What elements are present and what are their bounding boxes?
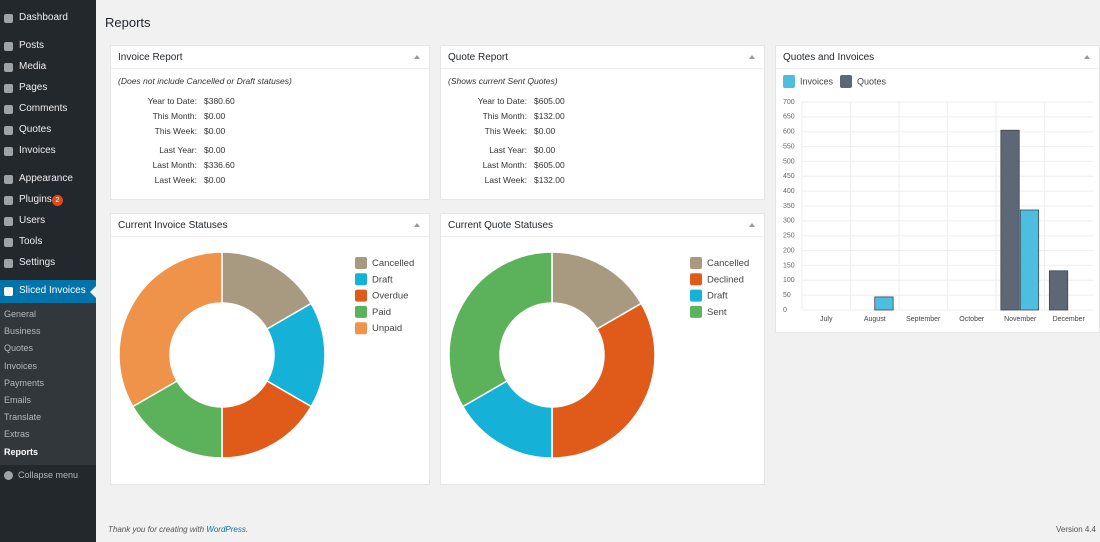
row-label: This Week: [154,126,197,136]
panel-title: Current Quote Statuses [448,220,554,231]
submenu-item[interactable]: Quotes [4,343,34,354]
collapse-menu[interactable]: Collapse menu [18,470,79,480]
row-label: Last Month: [152,160,197,170]
menu-icon [4,63,13,72]
panel-header: Current Invoice Statuses [111,214,429,237]
menu-item[interactable]: Tools [19,236,43,247]
panel-header: Quote Report [441,46,764,69]
report-note: (Does not include Cancelled or Draft sta… [118,76,292,86]
toggle-arrow[interactable] [1084,55,1090,59]
submenu-item[interactable]: Payments [4,377,45,388]
page-title: Reports [105,15,151,30]
menu-item[interactable]: Plugins [19,194,52,205]
panel-title: Quote Report [448,52,509,63]
menu-item[interactable]: Comments [19,103,68,114]
submenu-item[interactable]: General [4,309,37,319]
row-value: $605.00 [534,160,565,170]
row-value: $0.00 [534,126,556,136]
menu-item[interactable]: Users [19,215,46,226]
menu-icon [4,42,13,51]
submenu-item[interactable]: Translate [4,412,42,423]
menu-item[interactable]: Pages [19,82,48,93]
menu-icon [4,105,13,114]
row-label: This Month: [482,111,527,121]
row-label: Last Week: [154,175,197,185]
row-value: $0.00 [204,145,226,155]
row-label: Year to Date: [477,96,527,106]
panel: Quote Report (Shows current Sent Quotes) Y… [440,45,765,200]
report-note: (Shows current Sent Quotes) [448,76,558,86]
submenu-item[interactable]: Extras [4,429,30,440]
active-arrow [90,286,96,298]
collapse-icon [4,471,13,480]
menu-item-active[interactable]: Sliced Invoices [19,285,86,296]
panel-header: Quotes and Invoices [776,46,1099,69]
menu-item[interactable]: Dashboard [19,12,68,23]
sidebar: General Business Quotes Invoices Payments Ema… [0,0,96,542]
row-label: This Week: [484,126,527,136]
toggle-arrow[interactable] [414,223,420,227]
submenu-item[interactable]: Invoices [4,360,38,371]
panel-title: Quotes and Invoices [783,52,875,63]
row-label: Last Year: [159,145,197,155]
panel: Current Quote Statuses [440,213,765,485]
row-label: This Month: [152,111,197,121]
panel-title: Current Invoice Statuses [118,220,228,231]
menu-icon [4,217,13,226]
row-value: $605.00 [534,96,565,106]
row-label: Last Week: [484,175,527,185]
row-value: $380.60 [204,96,235,106]
menu-icon [4,14,13,23]
plugins-badge: 2 [52,195,63,206]
active-menu-bg [0,280,96,303]
menu-item[interactable]: Settings [19,257,56,268]
row-value: $132.00 [534,175,565,185]
menu-item[interactable]: Quotes [19,124,52,135]
panel: Current Invoice Statuses [110,213,430,485]
menu-icon [4,259,13,268]
panel-header: Current Quote Statuses [441,214,764,237]
menu-item[interactable]: Media [19,61,47,72]
panel-title: Invoice Report [118,52,183,63]
row-value: $0.00 [204,126,226,136]
row-label: Year to Date: [147,96,197,106]
menu-icon [4,147,13,156]
toggle-arrow[interactable] [414,55,420,59]
menu-icon [4,126,13,135]
toggle-arrow[interactable] [749,223,755,227]
menu-item[interactable]: Posts [19,40,45,51]
menu-icon [4,287,13,296]
submenu-item[interactable]: Reports [4,446,39,457]
row-value: $0.00 [534,145,556,155]
toggle-arrow[interactable] [749,55,755,59]
menu-icon [4,238,13,247]
menu-item[interactable]: Appearance [19,173,73,184]
version: Version 4.4 [1055,525,1096,534]
menu-icon [4,84,13,93]
row-label: Last Year: [489,145,527,155]
menu-icon [4,196,13,205]
row-label: Last Month: [482,160,527,170]
row-value: $132.00 [534,111,565,121]
row-value: $0.00 [204,111,226,121]
submenu: General Business Quotes Invoices Payments Ema… [0,303,96,465]
panel: Invoice Report (Does not include Cancelle… [110,45,430,200]
panel-header: Invoice Report [111,46,429,69]
row-value: $336.60 [204,160,235,170]
footer-text: Thank you for creating with WordPress. [108,525,248,534]
submenu-item[interactable]: Business [4,326,41,337]
row-value: $0.00 [204,175,226,185]
footer-thanks: Thank you for creating with [108,525,205,534]
menu-icon [4,175,13,184]
panel: Quotes and Invoices [775,45,1100,333]
menu-item[interactable]: Invoices [19,145,56,156]
submenu-item[interactable]: Emails [4,395,32,405]
footer-link[interactable]: WordPress. [206,525,249,534]
